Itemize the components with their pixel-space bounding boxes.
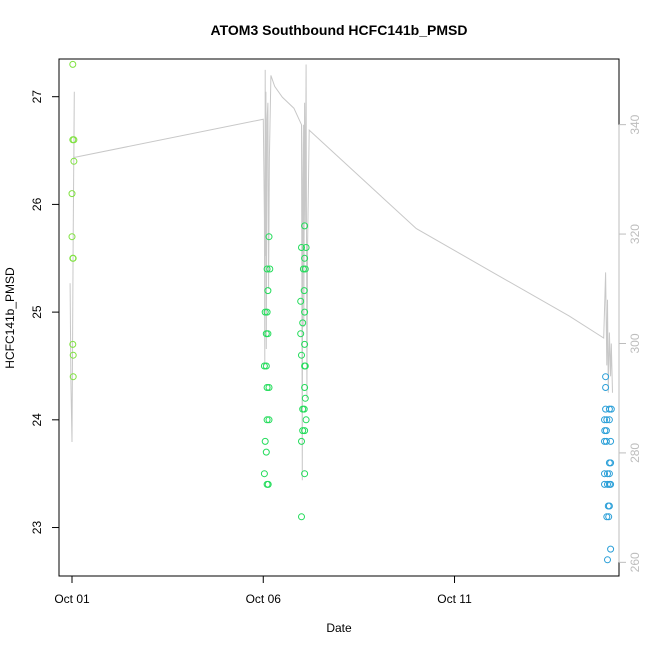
point-1-30 [298, 351, 305, 359]
point-1-41 [301, 470, 309, 478]
x-tick-label-2: Oct 11 [437, 592, 472, 606]
point-1-20 [302, 244, 310, 251]
point-2-16 [604, 470, 611, 478]
point-1-33 [301, 384, 309, 391]
point-0-4 [68, 190, 76, 198]
x-axis-label: Date [326, 621, 352, 635]
point-1-3 [264, 287, 272, 295]
point-1-18 [264, 480, 272, 488]
point-1-5 [263, 308, 271, 316]
point-1-26 [301, 308, 309, 316]
points-layer [68, 60, 615, 564]
y2-tick-label-2: 300 [628, 333, 642, 353]
y-axis-label: HCFC141b_PMSD [3, 267, 17, 369]
point-2-1 [602, 384, 610, 391]
point-2-25 [605, 513, 613, 521]
point-1-39 [301, 427, 309, 435]
point-1-40 [298, 437, 305, 445]
point-1-34 [301, 394, 309, 402]
y-tick-label-1: 24 [30, 413, 44, 427]
point-2-27 [604, 556, 611, 564]
x-tick-label-1: Oct 06 [246, 592, 282, 606]
y-tick-label-4: 27 [30, 90, 44, 104]
point-1-36 [300, 405, 308, 413]
point-1-9 [262, 362, 270, 370]
y2-axis: 260 280 300 320 340 [618, 114, 642, 572]
point-2-24 [603, 513, 611, 521]
line-series-0 [69, 64, 613, 481]
line-layer [69, 64, 613, 481]
point-2-21 [607, 480, 615, 488]
point-2-2 [601, 416, 608, 424]
x-axis: Oct 01 Oct 06 Oct 11 [54, 576, 472, 606]
point-2-17 [605, 470, 613, 478]
point-1-4 [261, 308, 269, 316]
point-1-10 [263, 384, 271, 391]
point-2-0 [602, 373, 610, 381]
point-1-21 [301, 254, 309, 262]
point-1-22 [299, 265, 307, 273]
y2-tick-label-4: 340 [628, 114, 642, 134]
point-2-8 [602, 427, 610, 435]
point-0-3 [70, 157, 78, 165]
y-tick-label-0: 23 [30, 521, 44, 535]
point-1-25 [297, 297, 305, 305]
point-1-37 [302, 416, 310, 424]
point-1-13 [265, 416, 273, 424]
point-0-9 [69, 351, 77, 359]
point-2-6 [607, 405, 615, 413]
point-0-5 [68, 233, 76, 241]
point-1-2 [266, 265, 274, 273]
y-tick-label-3: 26 [30, 197, 44, 211]
point-2-15 [601, 470, 608, 478]
point-1-32 [301, 362, 309, 370]
point-1-24 [300, 287, 308, 295]
point-2-3 [603, 416, 611, 424]
point-2-5 [605, 405, 613, 413]
point-2-19 [604, 480, 611, 488]
point-1-27 [299, 319, 307, 327]
point-1-28 [297, 330, 305, 338]
chart-title: ATOM3 Southbound HCFC141b_PMSD [211, 22, 468, 38]
point-1-8 [260, 362, 268, 370]
point-1-19 [298, 244, 305, 251]
y2-tick-label-1: 280 [628, 443, 642, 463]
point-1-42 [298, 513, 305, 521]
point-1-11 [265, 384, 273, 391]
point-0-8 [69, 340, 77, 348]
point-0-10 [69, 373, 77, 381]
point-1-23 [301, 265, 309, 273]
y2-tick-label-3: 320 [628, 224, 642, 244]
point-2-23 [605, 502, 613, 510]
point-0-0 [69, 60, 77, 68]
y-axis: 23 24 25 26 27 [30, 90, 59, 535]
point-2-11 [602, 437, 610, 445]
plot-area [58, 58, 620, 577]
point-0-2 [70, 136, 78, 144]
x-tick-label-0: Oct 01 [54, 592, 90, 606]
point-2-9 [605, 416, 613, 424]
point-1-12 [263, 416, 271, 424]
y2-tick-label-0: 260 [628, 552, 642, 572]
point-2-12 [607, 437, 615, 445]
y-tick-label-2: 25 [30, 305, 44, 319]
point-1-38 [299, 427, 307, 435]
point-1-43 [301, 222, 309, 230]
point-1-29 [301, 340, 309, 348]
point-2-26 [607, 545, 615, 553]
point-1-15 [262, 448, 270, 456]
point-1-1 [263, 265, 271, 273]
point-1-14 [261, 437, 269, 445]
point-0-7 [69, 254, 77, 262]
point-1-7 [264, 330, 272, 338]
point-1-0 [265, 233, 273, 241]
point-1-16 [260, 470, 268, 478]
point-2-14 [607, 459, 615, 467]
